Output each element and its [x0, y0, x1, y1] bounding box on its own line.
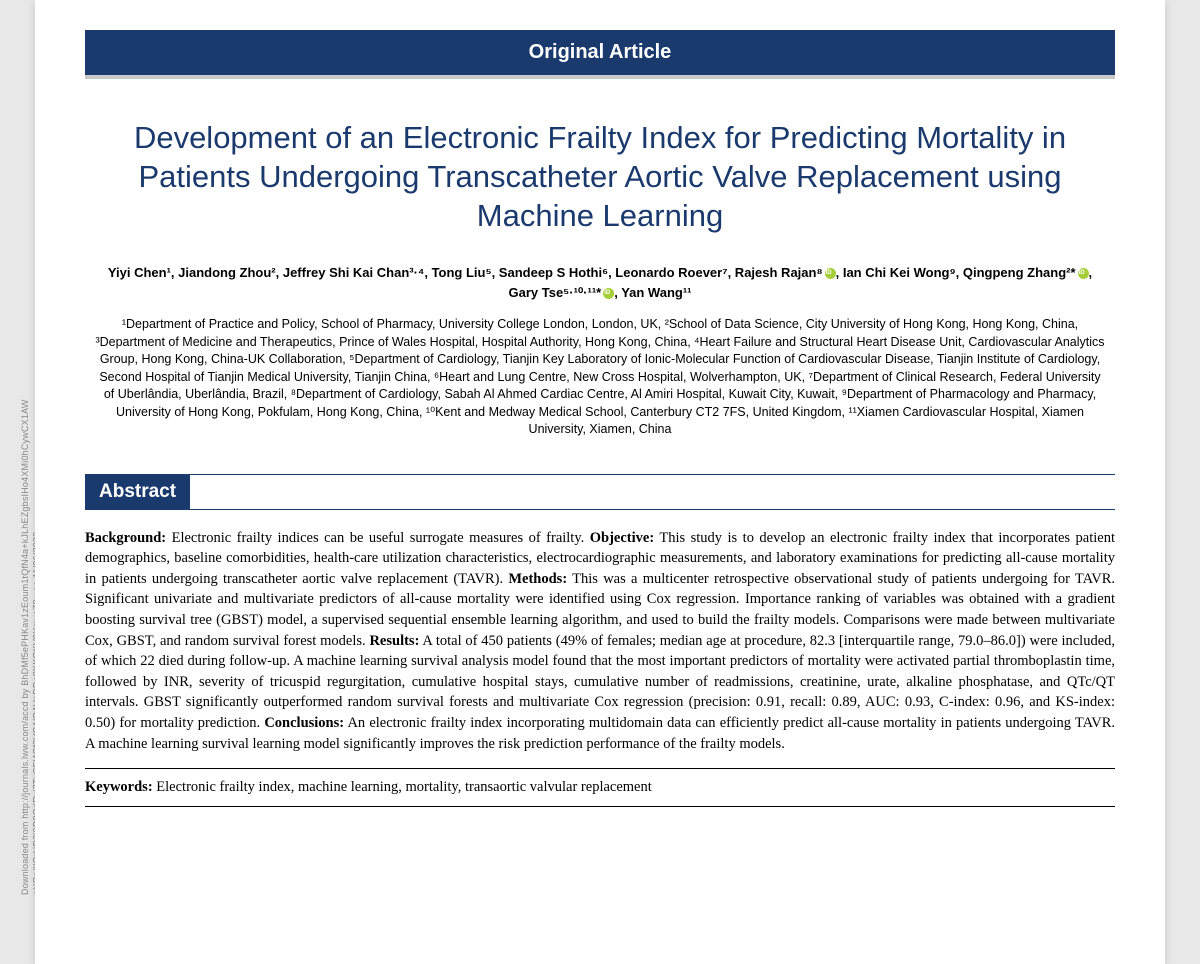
authors-part1b: , Ian Chi Kei Wong⁹, Qingpeng Zhang²*	[836, 265, 1076, 280]
abstract-header: Abstract	[85, 475, 190, 509]
background-label: Background:	[85, 530, 166, 546]
keywords-line: Keywords: Electronic frailty index, mach…	[85, 779, 1115, 796]
authors-part1: Yiyi Chen¹, Jiandong Zhou², Jeffrey Shi …	[108, 265, 823, 280]
keywords-rule-top	[85, 768, 1115, 769]
authors-part1c: ,	[1089, 265, 1093, 280]
keywords-label: Keywords:	[85, 779, 153, 795]
orcid-icon	[825, 268, 836, 279]
keywords-text: Electronic frailty index, machine learni…	[153, 779, 652, 795]
paper-title: Development of an Electronic Frailty Ind…	[85, 119, 1115, 235]
abstract-header-row: Abstract	[85, 474, 1115, 510]
background-text: Electronic frailty indices can be useful…	[166, 530, 590, 546]
orcid-icon	[1078, 268, 1089, 279]
objective-label: Objective:	[590, 530, 654, 546]
abstract-body: Background: Electronic frailty indices c…	[85, 528, 1115, 754]
authors-part2a: Gary Tse⁵·¹⁰·¹¹*	[509, 285, 602, 300]
author-list: Yiyi Chen¹, Jiandong Zhou², Jeffrey Shi …	[85, 263, 1115, 302]
keywords-rule-bottom	[85, 806, 1115, 807]
paper-page: Original Article Development of an Elect…	[35, 0, 1165, 964]
authors-part2b: , Yan Wang¹¹	[614, 285, 691, 300]
methods-label: Methods:	[508, 571, 567, 587]
results-label: Results:	[369, 633, 419, 649]
orcid-icon	[603, 288, 614, 299]
affiliations: ¹Department of Practice and Policy, Scho…	[85, 316, 1115, 439]
conclusions-label: Conclusions:	[264, 715, 344, 731]
article-type-banner: Original Article	[85, 30, 1115, 79]
